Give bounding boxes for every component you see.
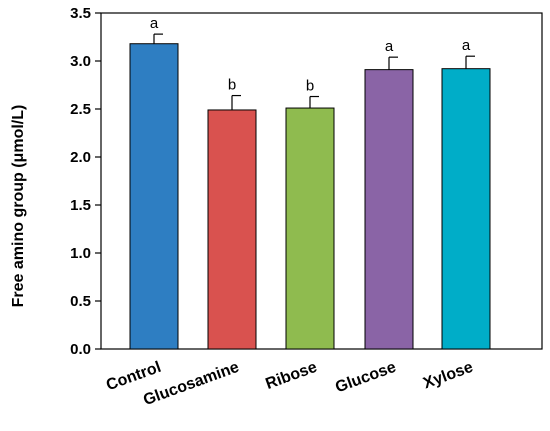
significance-label: b xyxy=(228,77,236,94)
y-tick-label: 1.0 xyxy=(70,245,91,262)
x-category-label: Xylose xyxy=(421,359,475,393)
y-tick-label: 0.5 xyxy=(70,293,91,310)
y-tick-label: 2.5 xyxy=(70,101,91,118)
bar xyxy=(129,43,179,350)
y-tick-label: 2.0 xyxy=(70,149,91,166)
y-tick-label: 1.5 xyxy=(70,197,91,214)
significance-label: a xyxy=(462,37,471,54)
bar xyxy=(207,109,257,350)
y-tick-label: 3.0 xyxy=(70,53,91,70)
y-tick-label: 3.5 xyxy=(70,5,91,22)
x-category-label: Glucose xyxy=(333,359,398,397)
y-tick-label: 0.0 xyxy=(70,341,91,358)
bar xyxy=(285,107,335,350)
significance-label: b xyxy=(306,78,314,95)
y-ticks-group: 0.0 0.5 1.0 1.5 2.0 2.5 3.0 3.5 xyxy=(70,5,101,358)
significance-label: a xyxy=(150,15,159,32)
x-category-label: Ribose xyxy=(263,359,319,393)
bars-group: a b b a a xyxy=(129,15,491,350)
y-axis-title: Free amino group (μmol/L) xyxy=(10,105,27,308)
bar xyxy=(364,69,414,350)
bar xyxy=(441,68,491,350)
significance-label: a xyxy=(385,38,394,55)
